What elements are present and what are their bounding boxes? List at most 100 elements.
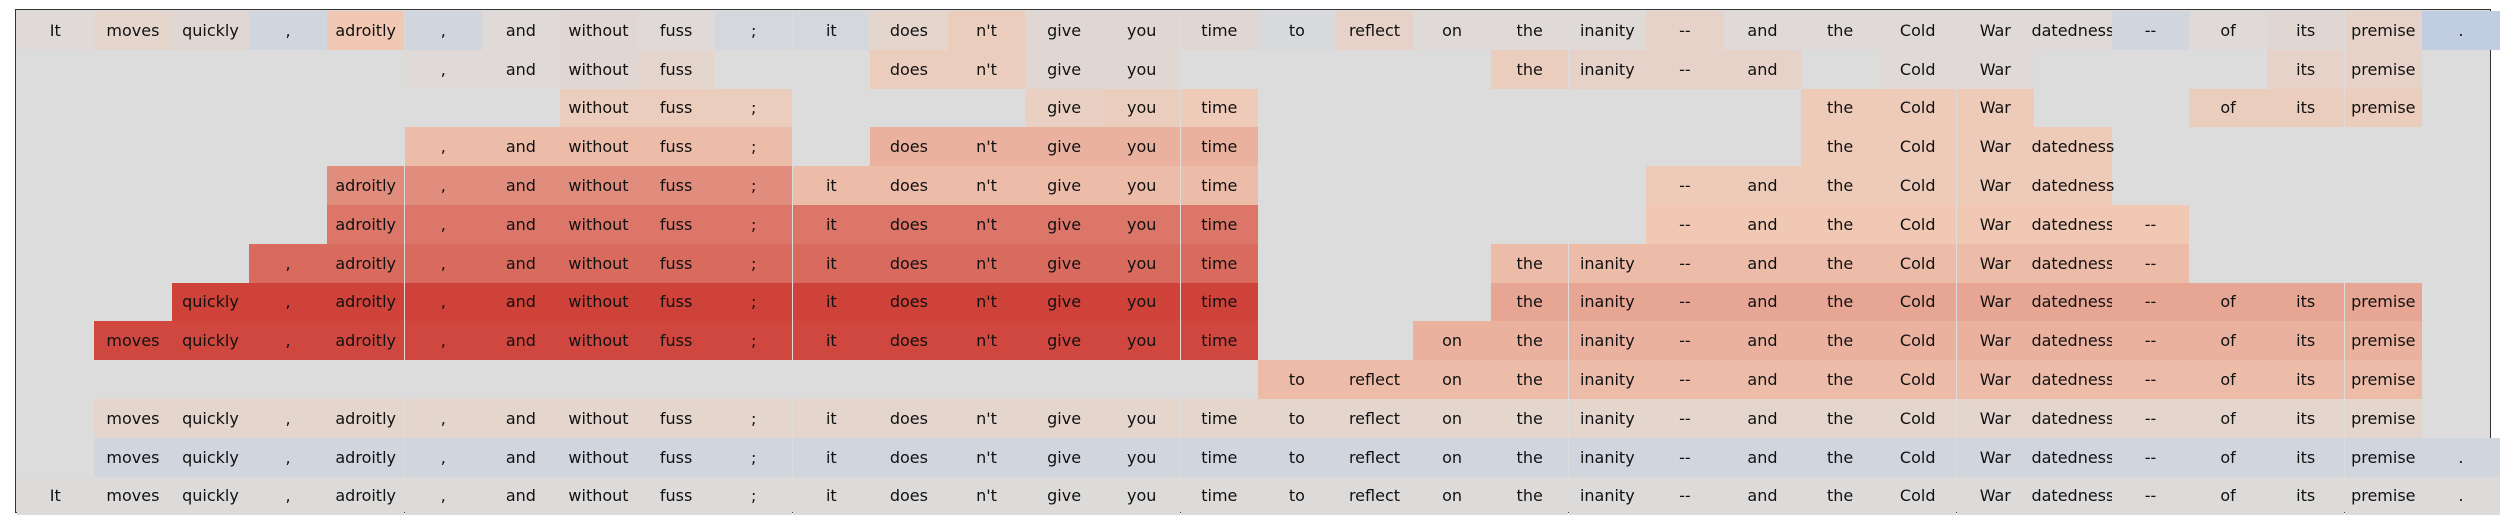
heatmap-cell: adroitly	[326, 321, 405, 361]
heatmap-cell: .	[2422, 476, 2500, 516]
heatmap-cell: n't	[947, 282, 1026, 322]
heatmap-cell: fuss	[637, 282, 715, 322]
heatmap-cell: War	[1956, 282, 2035, 322]
heatmap-cell: premise	[2344, 321, 2423, 361]
heatmap-cell: fuss	[637, 437, 715, 477]
heatmap-cell: its	[2266, 321, 2345, 361]
heatmap-cell: and	[1723, 49, 1802, 89]
heatmap-cell: quickly	[171, 399, 250, 438]
heatmap-cell: Cold	[1878, 88, 1957, 128]
heatmap-cell: Cold	[1878, 243, 1957, 283]
heatmap-cell: --	[2111, 243, 2190, 283]
heatmap-cell: on	[1413, 399, 1491, 438]
heatmap-cell: without	[559, 166, 638, 205]
heatmap-cell: and	[482, 282, 560, 322]
heatmap-cell: give	[1025, 243, 1103, 283]
heatmap-cell: inanity	[1568, 476, 1647, 516]
heatmap-cell: you	[1102, 437, 1181, 477]
heatmap-cell: give	[1025, 437, 1103, 477]
heatmap-cell: time	[1180, 166, 1259, 205]
heatmap-cell: War	[1956, 476, 2035, 516]
heatmap-cell: adroitly	[326, 243, 405, 283]
heatmap-cell: fuss	[637, 49, 715, 89]
heatmap-cell: give	[1025, 476, 1103, 516]
heatmap-cell: datedness	[2031, 11, 2114, 50]
heatmap-cell: you	[1102, 166, 1181, 205]
heatmap-cell: n't	[947, 127, 1026, 167]
heatmap-cell: give	[1025, 282, 1103, 322]
heatmap-cell: does	[870, 205, 948, 244]
heatmap-cell: --	[1646, 321, 1724, 361]
heatmap-cell: War	[1956, 88, 2035, 128]
heatmap-cell: without	[559, 88, 638, 128]
heatmap-cell: inanity	[1568, 399, 1647, 438]
heatmap-cell: ,	[249, 243, 327, 283]
heatmap-cell: adroitly	[326, 437, 405, 477]
heatmap-cell: Cold	[1878, 282, 1957, 322]
heatmap-cell: --	[1646, 11, 1724, 50]
heatmap-cell: the	[1801, 11, 1879, 50]
heatmap-cell: time	[1180, 11, 1259, 50]
heatmap-cell: the	[1801, 476, 1879, 516]
heatmap-cell: to	[1258, 360, 1336, 399]
heatmap-cell: adroitly	[326, 11, 405, 50]
heatmap-cell: does	[870, 243, 948, 283]
heatmap-cell: premise	[2344, 49, 2423, 89]
heatmap-cell: you	[1102, 127, 1181, 167]
heatmap-cell: and	[1723, 437, 1802, 477]
heatmap-cell: and	[1723, 243, 1802, 283]
heatmap-cell: Cold	[1878, 205, 1957, 244]
heatmap-cell: --	[1646, 166, 1724, 205]
heatmap-cell: it	[792, 282, 871, 322]
heatmap-cell: fuss	[637, 243, 715, 283]
heatmap-cell: time	[1180, 127, 1259, 167]
heatmap-cell: --	[1646, 476, 1724, 516]
heatmap-cell: n't	[947, 243, 1026, 283]
heatmap-cell: give	[1025, 205, 1103, 244]
heatmap-cell: the	[1801, 88, 1879, 128]
heatmap-cell: ;	[714, 437, 793, 477]
heatmap-cell: does	[870, 166, 948, 205]
heatmap-cell: ;	[714, 205, 793, 244]
heatmap-cell: its	[2266, 11, 2345, 50]
heatmap-cell: the	[1490, 321, 1569, 361]
heatmap-cell: fuss	[637, 11, 715, 50]
heatmap-cell: n't	[947, 476, 1026, 516]
heatmap-cell: does	[870, 11, 948, 50]
heatmap-cell: fuss	[637, 399, 715, 438]
heatmap-cell: and	[1723, 11, 1802, 50]
heatmap-cell: ;	[714, 282, 793, 322]
heatmap-cell: premise	[2344, 360, 2423, 399]
heatmap-cell: --	[2111, 360, 2190, 399]
heatmap-cell: reflect	[1335, 399, 1414, 438]
heatmap-cell: you	[1102, 243, 1181, 283]
heatmap-cell: its	[2266, 282, 2345, 322]
heatmap-cell: does	[870, 321, 948, 361]
heatmap-cell: War	[1956, 399, 2035, 438]
heatmap-cell: ,	[404, 11, 483, 50]
heatmap-cell: Cold	[1878, 49, 1957, 89]
heatmap-cell: fuss	[637, 88, 715, 128]
heatmap-cell: and	[1723, 321, 1802, 361]
heatmap-cell: --	[1646, 282, 1724, 322]
heatmap-cell: and	[482, 49, 560, 89]
heatmap-cell: n't	[947, 437, 1026, 477]
heatmap-cell: War	[1956, 360, 2035, 399]
heatmap-cell: ,	[404, 476, 483, 516]
heatmap-cell: ,	[404, 205, 483, 244]
heatmap-cell: inanity	[1568, 321, 1647, 361]
heatmap-cell: reflect	[1335, 11, 1414, 50]
heatmap-cell: without	[559, 476, 638, 516]
heatmap-cell: time	[1180, 205, 1259, 244]
heatmap-cell: moves	[94, 476, 172, 516]
heatmap-cell: Cold	[1878, 360, 1957, 399]
heatmap-cell: n't	[947, 49, 1026, 89]
heatmap-cell: to	[1258, 399, 1336, 438]
heatmap-cell: of	[2189, 399, 2267, 438]
heatmap-cell: ;	[714, 476, 793, 516]
heatmap-cell: Cold	[1878, 11, 1957, 50]
heatmap-cell: War	[1956, 243, 2035, 283]
heatmap-cell: time	[1180, 88, 1259, 128]
heatmap-cell: and	[1723, 476, 1802, 516]
heatmap-cell: it	[792, 166, 871, 205]
